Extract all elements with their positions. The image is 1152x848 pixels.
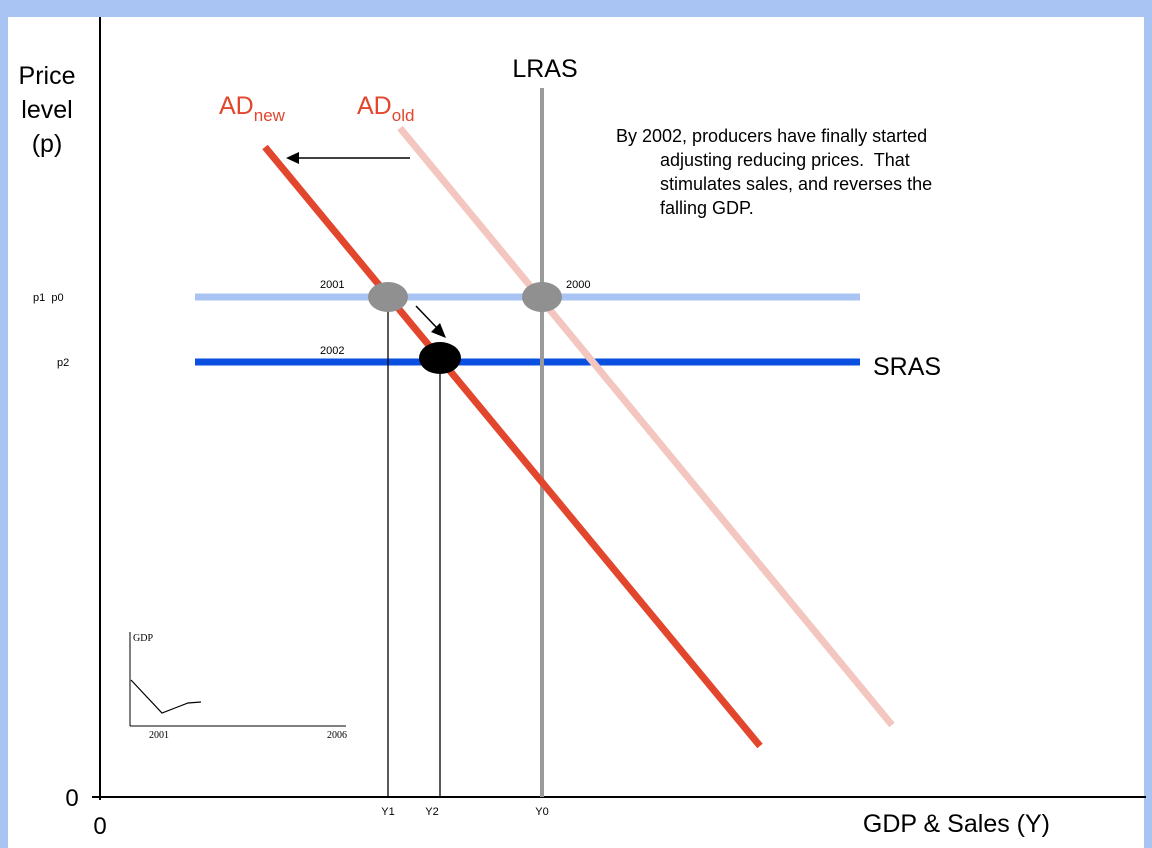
label-2002: 2002 <box>320 345 344 357</box>
inset-gdp-line <box>130 679 202 714</box>
ad-new-label-main: AD <box>219 92 254 120</box>
label-2001: 2001 <box>320 279 344 291</box>
movement-arrow <box>415 305 439 330</box>
movement-arrowhead <box>431 323 446 338</box>
point-2002 <box>419 342 461 374</box>
ad-shift-arrowhead <box>286 152 299 164</box>
ad-old-label: ADold <box>357 92 414 125</box>
inset-x-start: 2001 <box>149 730 169 741</box>
inset-x-end: 2006 <box>327 730 347 741</box>
y-axis-title-line1: Price <box>19 62 76 90</box>
price-tick-p2: p2 <box>57 357 69 369</box>
price-tick-p1-p0: p1 p0 <box>33 292 64 304</box>
quantity-tick-y0: Y0 <box>535 806 548 818</box>
ad-new-label-sub: new <box>254 106 286 125</box>
quantity-tick-y1: Y1 <box>381 806 394 818</box>
quantity-tick-y2: Y2 <box>425 806 438 818</box>
ad-new-line <box>262 144 763 749</box>
annotation-line3: stimulates sales, and reverses the <box>660 174 932 194</box>
point-2000 <box>522 282 562 312</box>
sras-label: SRAS <box>873 353 941 381</box>
ad-old-label-main: AD <box>357 92 392 120</box>
origin-y-label: 0 <box>65 785 78 812</box>
y-axis-title-line3: (p) <box>32 130 63 158</box>
annotation-line1: By 2002, producers have finally started <box>616 126 927 146</box>
ad-new-label: ADnew <box>219 92 286 125</box>
point-2001 <box>368 282 408 312</box>
label-2000: 2000 <box>566 279 590 291</box>
x-axis-title: GDP & Sales (Y) <box>863 810 1050 838</box>
annotation-line2: adjusting reducing prices. That <box>660 150 910 170</box>
ad-old-label-sub: old <box>392 106 415 125</box>
inset-ylabel: GDP <box>133 633 153 644</box>
diagram-canvas <box>8 17 1144 848</box>
y-axis-title-line2: level <box>21 96 72 124</box>
annotation-line4: falling GDP. <box>660 198 754 218</box>
lras-label: LRAS <box>512 55 577 83</box>
ad-old-line <box>397 125 895 728</box>
origin-x-label: 0 <box>93 813 106 840</box>
